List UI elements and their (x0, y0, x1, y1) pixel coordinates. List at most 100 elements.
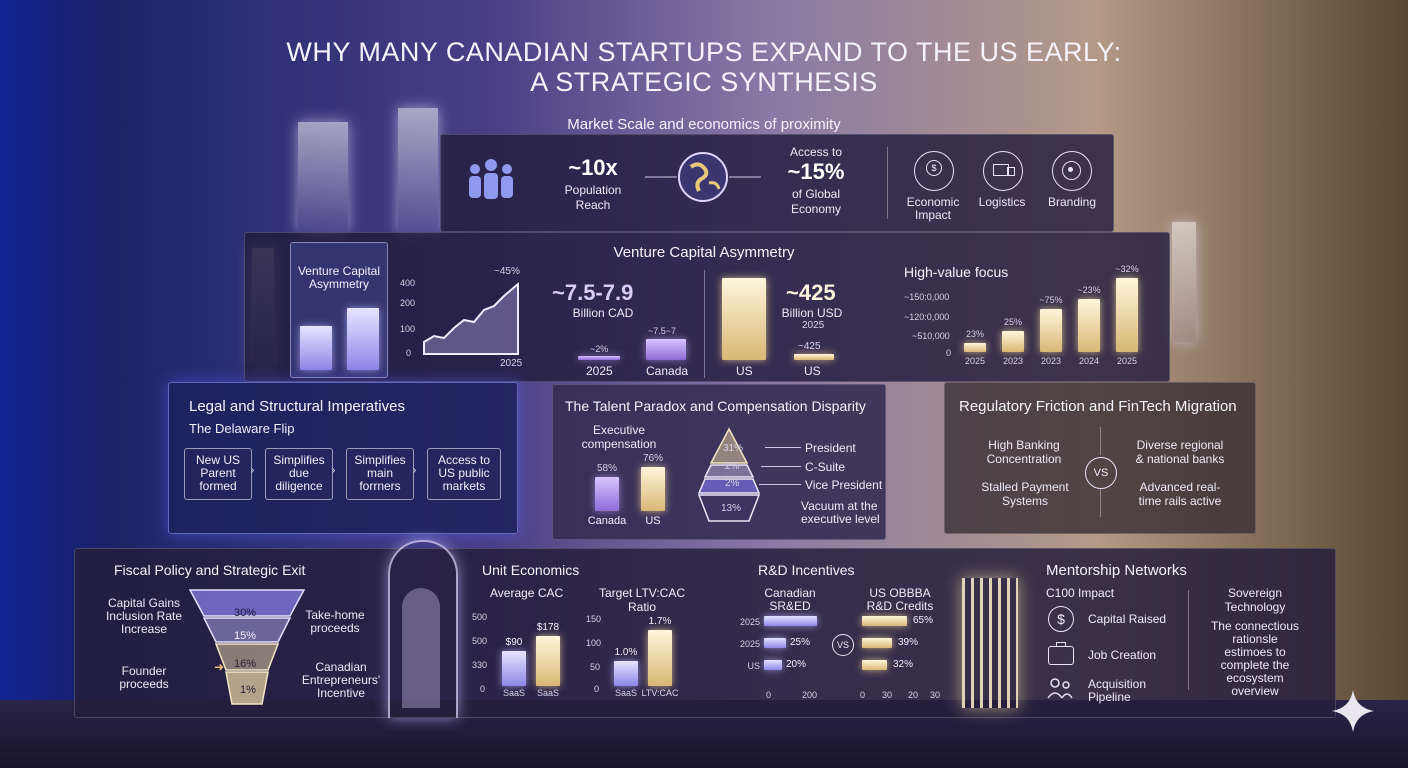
fiscal-right-2b: Entrepreneurs' (301, 673, 381, 687)
rd-right-title-2: R&D Credits (866, 599, 934, 613)
area-tick: 400 (400, 278, 416, 288)
branding-label: Branding (1047, 195, 1097, 209)
funnel-label: 30% (234, 607, 257, 619)
area-tick: 100 (400, 324, 416, 334)
vc-side-label-2: Asymmetry (309, 277, 369, 291)
rd-left-bar (764, 616, 817, 626)
role-vacuum-1: Vacuum at the (801, 499, 878, 513)
mentor-side-text: estimoes to (1224, 645, 1286, 659)
mentor-side-text: complete the (1220, 658, 1290, 672)
rd-right-bar (862, 660, 887, 670)
logistics-label: Logistics (978, 195, 1026, 209)
ltv-tick: 100 (586, 638, 602, 648)
rd-left-value: 25% (790, 637, 811, 648)
rd-left-bar (764, 638, 786, 648)
divider (887, 147, 888, 219)
economic-impact-label-2: Impact (914, 208, 951, 222)
hv-tick: ~150:0,000 (904, 292, 950, 302)
cac-bar (502, 651, 526, 686)
hv-x-label: 2025 (964, 356, 986, 366)
vc-heading: Venture Capital Asymmetry (613, 244, 795, 261)
mentor-item-jobs: Job Creation (1088, 648, 1157, 662)
globe-icon (645, 152, 761, 202)
mentor-side-text: ecosystem (1226, 671, 1284, 685)
rd-bar-chart: 2025 2025 25% US 20% 65% 39% 32% (732, 615, 952, 706)
sparkle-icon (1332, 690, 1374, 732)
hv-tick: ~510,000 (912, 331, 950, 341)
hv-bar (1078, 299, 1100, 352)
hv-bar-label: 25% (1003, 317, 1022, 327)
funnel-chart (188, 589, 306, 705)
us-x-label: US (736, 364, 753, 378)
ltv-x-label: SaaS (614, 688, 638, 698)
access-label-3: Economy (790, 202, 842, 216)
hv-bar (1002, 331, 1024, 352)
divider (1100, 427, 1101, 455)
vc-panel (244, 232, 1170, 382)
mentor-heading: Mentorship Networks (1046, 562, 1187, 579)
rd-right-axis: 20 (908, 690, 919, 700)
ltv-tick: 0 (594, 684, 600, 694)
rd-right-value: 65% (913, 615, 934, 626)
title-line-1: WHY MANY CANADIAN STARTUPS EXPAND TO THE… (286, 37, 1122, 67)
us-vc-year: 2025 (802, 320, 825, 331)
hv-x-label: 2024 (1078, 356, 1100, 366)
economic-impact-icon: $ (914, 151, 954, 191)
rd-right-bar (862, 638, 892, 648)
decor-arch-inner (402, 588, 440, 708)
pyramid-label: 31% (723, 443, 744, 454)
executive-pyramid (697, 427, 761, 522)
decor-light-columns (962, 578, 1018, 708)
cac-tick: 0 (480, 684, 486, 694)
divider (704, 270, 705, 378)
pyramid-label: 2% (725, 478, 740, 489)
cac-x-label: SaaS (536, 688, 560, 698)
talent-bar-chart: 58% Canada 76% US (583, 447, 673, 527)
mentor-item-acquisition-1: Acquisition (1088, 677, 1147, 691)
cac-tick: 500 (472, 612, 488, 622)
hv-bar-label: ~23% (1077, 285, 1101, 295)
leader-line (759, 484, 801, 485)
hv-x-label: 2023 (1040, 356, 1062, 366)
hv-bar (1116, 278, 1138, 352)
access-value: ~15% (787, 159, 845, 184)
rd-right-axis: 30 (882, 690, 893, 700)
ltv-bar-label: 1.7% (648, 616, 672, 627)
economic-impact-label-1: Economic (906, 195, 960, 209)
fiscal-left-1c: Increase (120, 622, 168, 636)
access-label-2: of Global (791, 187, 841, 201)
cac-bar-label: $90 (505, 637, 523, 648)
rd-left-row-label: 2025 (739, 617, 760, 627)
fiscal-left-2a: Founder (121, 664, 167, 678)
role-vacuum-2: executive level (801, 512, 880, 526)
funnel-label: 1% (240, 684, 256, 696)
mentor-side-text: overview (1231, 684, 1279, 698)
role-president: President (805, 441, 856, 455)
mentor-side-text: The connectious (1210, 619, 1300, 633)
mentor-sub: C100 Impact (1046, 586, 1115, 600)
vc-side-label-1: Venture Capital (297, 264, 381, 278)
us-vc-unit: Billion USD (781, 306, 843, 320)
decor-arch (388, 540, 458, 718)
area-year: 2025 (500, 358, 523, 369)
ltv-bar (614, 661, 638, 686)
title-line-2: A STRATEGIC SYNTHESIS (530, 67, 878, 97)
talent-bar-label: 58% (596, 463, 617, 474)
ltv-bar-label: 1.0% (614, 647, 638, 658)
hv-bar-label: ~32% (1115, 264, 1139, 274)
mentor-item-acquisition-2: Pipeline (1088, 690, 1131, 704)
rd-left-row-label: 2025 (739, 639, 760, 649)
canada-bar-total (646, 339, 686, 360)
talent-heading: The Talent Paradox and Compensation Disp… (565, 398, 866, 414)
pyramid-label: 13% (721, 503, 742, 514)
role-c-suite: C-Suite (805, 460, 846, 474)
fiscal-left-1b: Inclusion Rate (105, 609, 183, 623)
reg-right-2b: time rails active (1138, 494, 1222, 508)
hv-x-label: 2023 (1002, 356, 1024, 366)
divider (1188, 590, 1189, 690)
canada-vc-unit: Billion CAD (572, 306, 634, 320)
hv-bar-label: ~75% (1039, 295, 1063, 305)
canada-bar-label-1: ~2% (590, 344, 609, 354)
rd-left-axis: 0 (766, 690, 772, 700)
talent-x-label: US (645, 515, 661, 527)
